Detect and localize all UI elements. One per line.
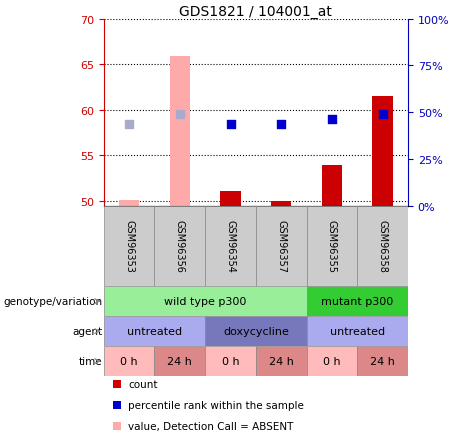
- Text: 0 h: 0 h: [323, 356, 341, 366]
- Text: untreated: untreated: [330, 326, 385, 336]
- Bar: [104, 286, 307, 316]
- Bar: [256, 206, 307, 286]
- Text: 24 h: 24 h: [370, 356, 395, 366]
- Bar: [307, 346, 357, 376]
- Text: time: time: [79, 356, 103, 366]
- Bar: [220, 191, 241, 206]
- Point: [227, 121, 234, 128]
- Text: GSM96355: GSM96355: [327, 220, 337, 273]
- Bar: [372, 97, 393, 206]
- Bar: [357, 206, 408, 286]
- Title: GDS1821 / 104001_at: GDS1821 / 104001_at: [179, 4, 332, 19]
- Bar: [271, 201, 291, 206]
- Point: [379, 112, 386, 118]
- Bar: [154, 346, 205, 376]
- Bar: [322, 165, 342, 206]
- Point: [125, 121, 133, 128]
- Text: GSM96358: GSM96358: [378, 220, 388, 273]
- Text: 24 h: 24 h: [269, 356, 294, 366]
- Text: count: count: [128, 380, 158, 389]
- Bar: [104, 316, 205, 346]
- Bar: [256, 346, 307, 376]
- Bar: [170, 57, 190, 206]
- Bar: [205, 206, 256, 286]
- Bar: [104, 346, 154, 376]
- Text: 0 h: 0 h: [120, 356, 138, 366]
- Text: 24 h: 24 h: [167, 356, 192, 366]
- Point: [176, 112, 183, 118]
- Text: agent: agent: [72, 326, 103, 336]
- Text: mutant p300: mutant p300: [321, 296, 393, 306]
- Text: GSM96353: GSM96353: [124, 220, 134, 273]
- Text: doxycycline: doxycycline: [223, 326, 289, 336]
- Bar: [205, 346, 256, 376]
- Point: [278, 121, 285, 128]
- Bar: [307, 206, 357, 286]
- Text: percentile rank within the sample: percentile rank within the sample: [128, 401, 304, 410]
- Point: [328, 116, 336, 123]
- Bar: [205, 316, 307, 346]
- Bar: [119, 200, 139, 206]
- Text: wild type p300: wild type p300: [164, 296, 246, 306]
- Bar: [104, 206, 154, 286]
- Text: untreated: untreated: [127, 326, 182, 336]
- Text: GSM96354: GSM96354: [225, 220, 236, 273]
- Bar: [154, 206, 205, 286]
- Bar: [307, 286, 408, 316]
- Bar: [357, 346, 408, 376]
- Text: GSM96356: GSM96356: [175, 220, 185, 273]
- Bar: [307, 316, 408, 346]
- Text: 0 h: 0 h: [222, 356, 239, 366]
- Text: value, Detection Call = ABSENT: value, Detection Call = ABSENT: [128, 421, 294, 431]
- Text: GSM96357: GSM96357: [276, 220, 286, 273]
- Text: genotype/variation: genotype/variation: [4, 296, 103, 306]
